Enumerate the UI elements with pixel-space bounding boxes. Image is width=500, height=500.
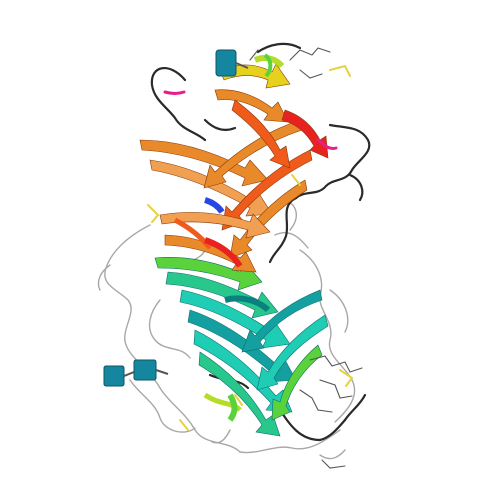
lower-beta-sheet: [155, 257, 328, 436]
